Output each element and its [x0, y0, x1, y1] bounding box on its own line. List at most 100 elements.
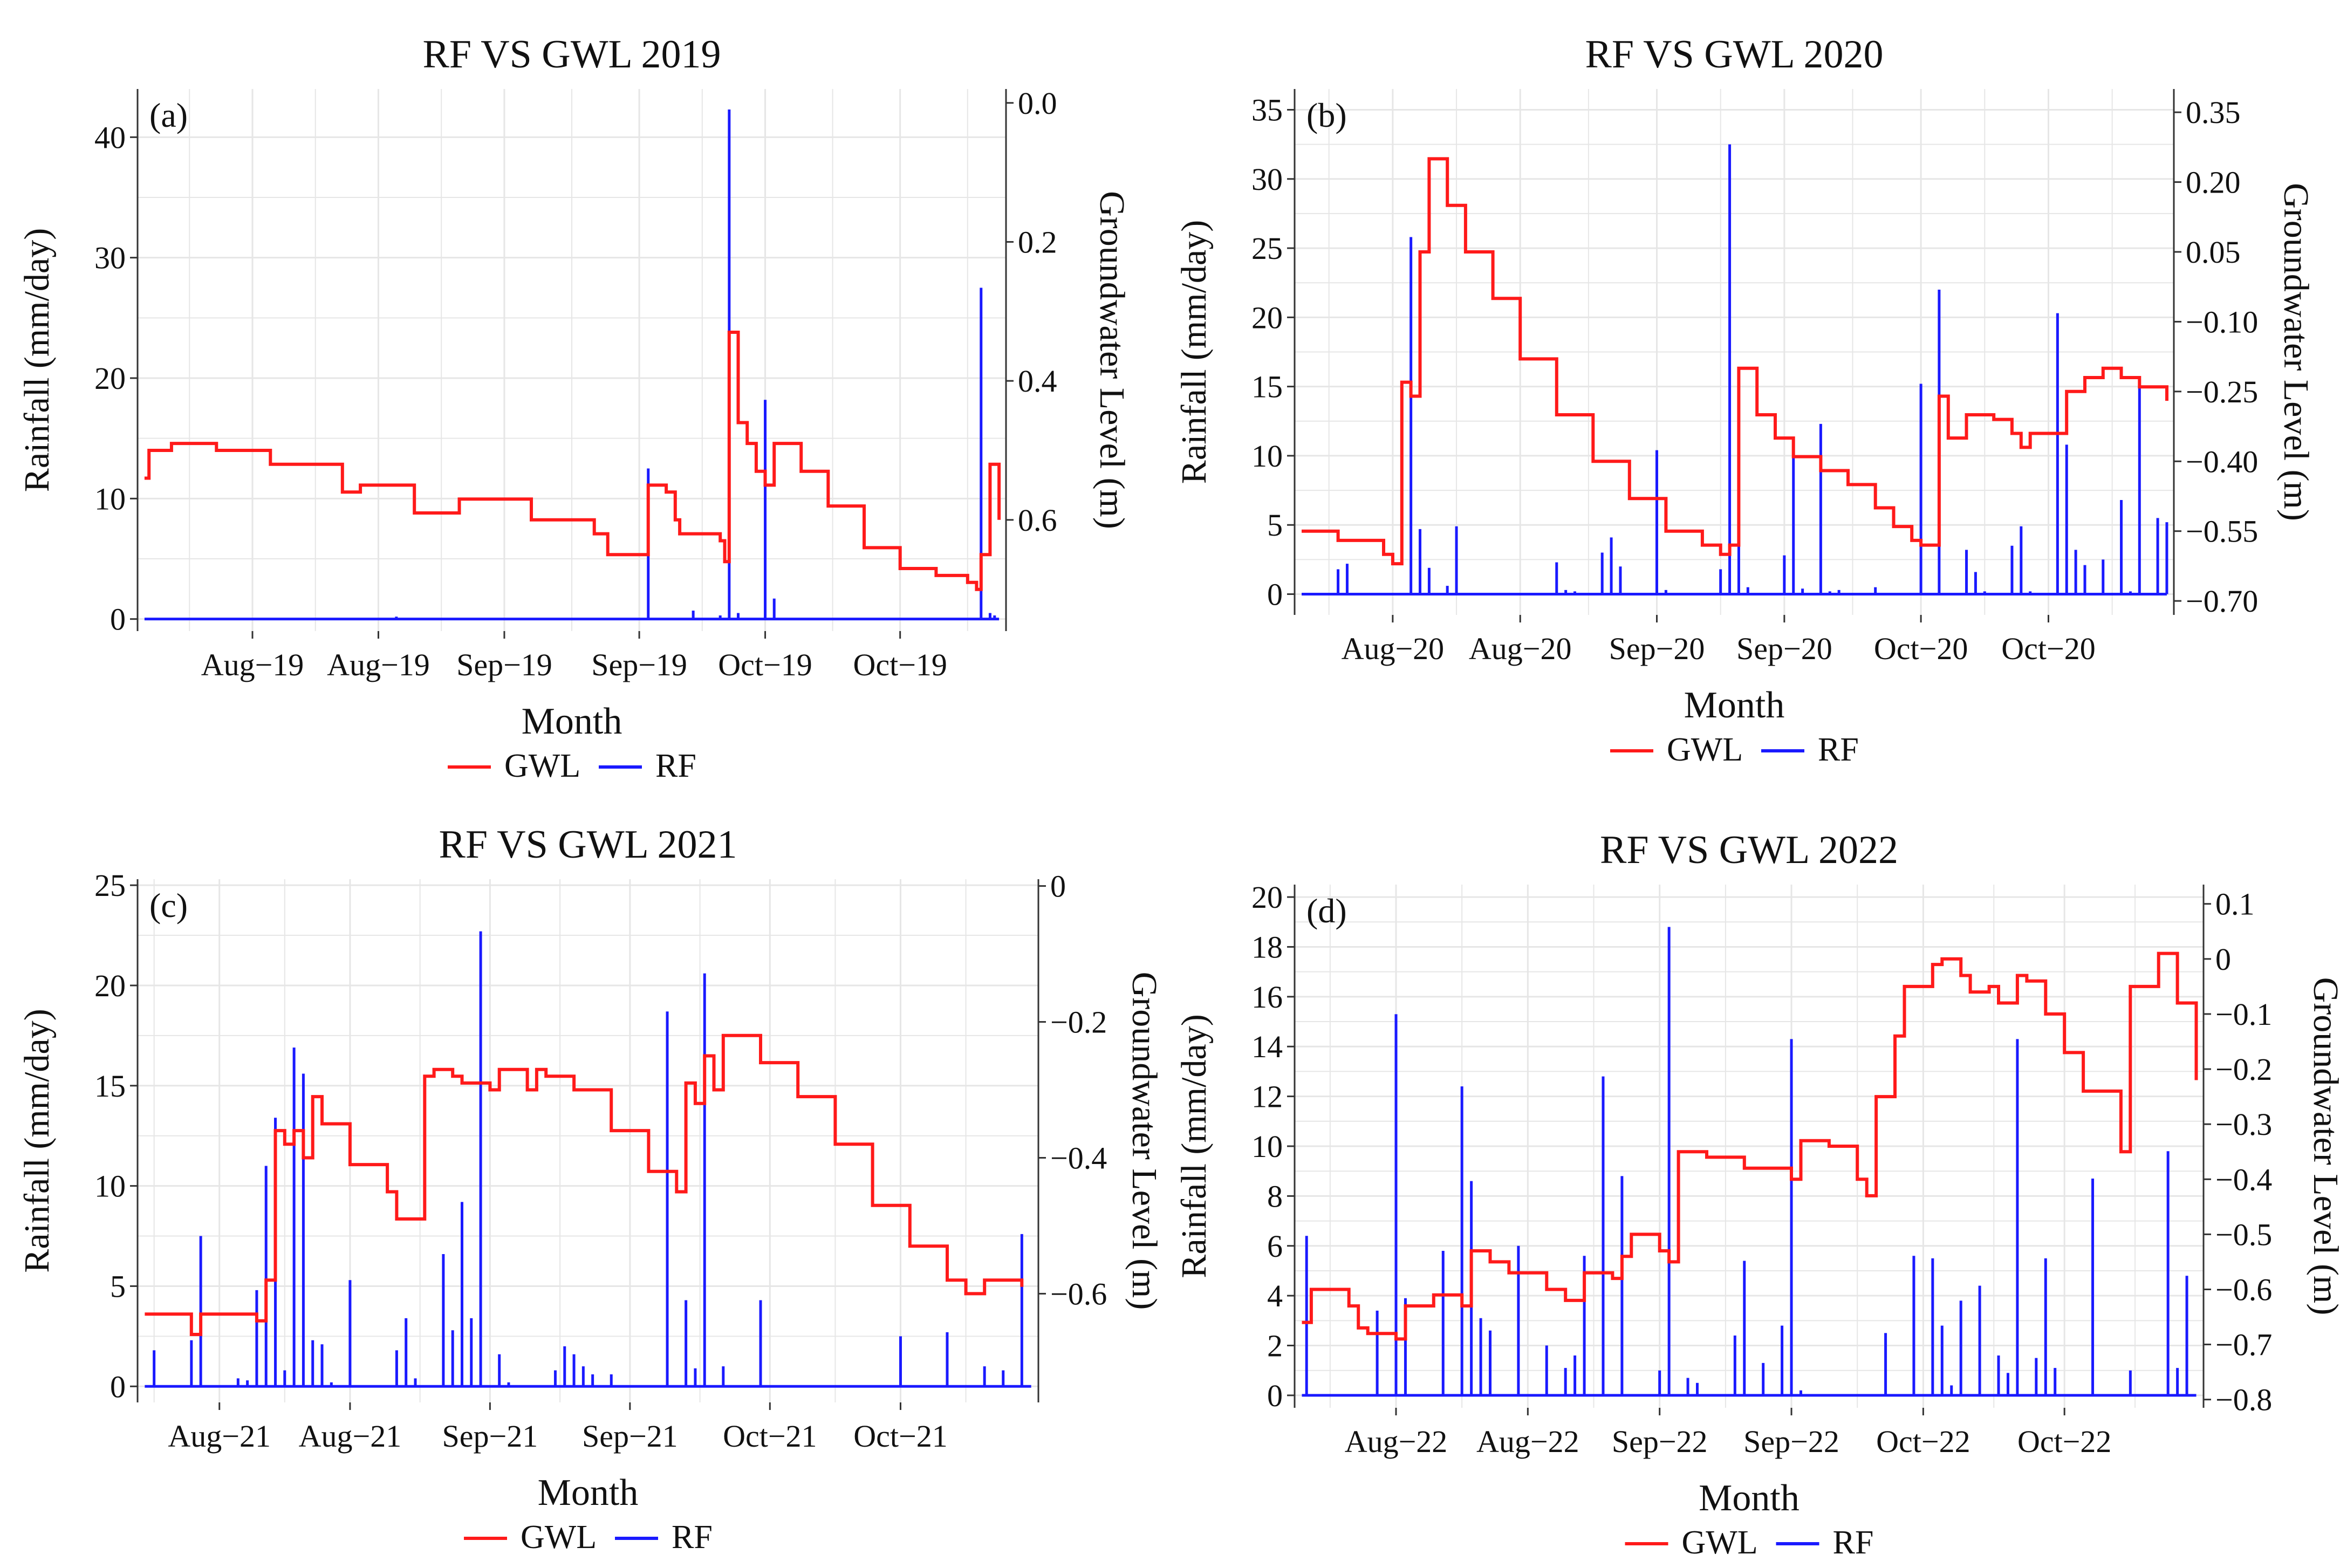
y2-tick-label: −0.25	[2186, 374, 2258, 409]
x-tick-label: Sep−21	[582, 1419, 678, 1454]
gwl-line	[1302, 157, 2168, 566]
y-tick-label: 40	[94, 120, 126, 155]
chart-panel-d: 0 2 4 6 8 10 12 14 16 18 20 0.1 0 −0.1 −0.2 −0.3 −0.4 −0.…	[1174, 828, 2340, 1561]
y2-tick-label: 0.6	[1018, 503, 1057, 538]
chart-title: RF VS GWL 2019	[422, 32, 721, 77]
y2-axis-label: Groundwater Level (m)	[1125, 972, 1164, 1310]
plot-area	[138, 879, 1038, 1402]
y2-tick-label: 0.4	[1018, 364, 1057, 399]
legend-rf-label: RF	[655, 748, 696, 784]
y2-axis-label: Groundwater Level (m)	[2306, 977, 2340, 1316]
x-tick-label: Oct−22	[1876, 1424, 1970, 1459]
x-axis-label: Month	[1699, 1477, 1800, 1519]
y2-tick-label: 0.35	[2186, 95, 2241, 130]
y2-tick-label: 0.0	[1018, 86, 1057, 121]
x-tick-label: Sep−19	[456, 647, 552, 682]
legend-gwl-label: GWL	[521, 1519, 597, 1556]
x-tick-label: Aug−20	[1469, 631, 1572, 666]
y2-tick-label: −0.7	[2215, 1327, 2272, 1362]
y2-tick-label: −0.6	[2215, 1272, 2272, 1307]
y-tick-label: 16	[1251, 980, 1283, 1015]
y-axis-label: Rainfall (mm/day)	[17, 228, 57, 492]
y2-tick-label: −0.6	[1050, 1276, 1107, 1311]
x-tick-label: Sep−20	[1736, 631, 1832, 666]
y2-axis-label: Groundwater Level (m)	[2276, 183, 2316, 521]
x-axis-label: Month	[522, 701, 622, 742]
x-tick-label: Oct−21	[723, 1419, 817, 1454]
legend-rf-label: RF	[672, 1519, 713, 1556]
gwl-line	[145, 1033, 1024, 1336]
x-tick-label: Aug−19	[327, 647, 430, 682]
x-tick-label: Aug−21	[299, 1419, 402, 1454]
x-tick-label: Oct−21	[853, 1419, 947, 1454]
y-tick-label: 25	[1251, 231, 1283, 266]
y2-tick-label: 0.2	[1018, 224, 1057, 259]
y-tick-label: 10	[94, 1169, 126, 1204]
panel-label: (d)	[1306, 892, 1347, 930]
y2-tick-label: −0.4	[1050, 1140, 1107, 1175]
y2-tick-label: 0.1	[2215, 887, 2255, 922]
chart-title: RF VS GWL 2021	[439, 823, 737, 867]
y2-tick-label: 0	[1050, 869, 1066, 904]
y2-tick-label: −0.55	[2186, 514, 2258, 549]
y2-tick-label: −0.3	[2215, 1107, 2272, 1142]
y-tick-label: 5	[110, 1269, 126, 1304]
y-tick-label: 30	[1251, 162, 1283, 197]
y-tick-label: 8	[1267, 1179, 1283, 1214]
y-tick-label: 20	[1251, 300, 1283, 335]
x-tick-label: Sep−22	[1612, 1424, 1708, 1459]
panel-label: (c)	[149, 886, 188, 925]
y-tick-label: 0	[1267, 577, 1283, 612]
y-axis-label: Rainfall (mm/day)	[17, 1009, 57, 1272]
y-tick-label: 12	[1251, 1079, 1283, 1114]
y-tick-label: 0	[1267, 1378, 1283, 1413]
panel-label: (a)	[149, 96, 188, 134]
y-tick-label: 5	[1267, 508, 1283, 543]
y-tick-label: 2	[1267, 1329, 1283, 1364]
chart-panel-a: 0 10 20 30 40 0.0 0.2 0.4 0.6 Aug−19 Aug−19 Sep−19 S…	[17, 32, 1132, 784]
legend-gwl-label: GWL	[1667, 731, 1743, 768]
chart-panel-c: 0 5 10 15 20 25 0 −0.2 −0.4 −0.6 Aug−21 Aug−21 Sep−2…	[17, 823, 1164, 1556]
x-tick-label: Sep−20	[1609, 631, 1705, 666]
x-tick-label: Oct−20	[2001, 631, 2095, 666]
y-tick-label: 15	[94, 1069, 126, 1104]
x-tick-label: Aug−20	[1342, 631, 1445, 666]
y2-tick-label: −0.4	[2215, 1162, 2272, 1197]
x-tick-label: Sep−19	[591, 647, 687, 682]
legend: GWL RF	[464, 1519, 713, 1556]
x-axis-label: Month	[1684, 684, 1785, 726]
legend-rf-label: RF	[1818, 731, 1859, 768]
y-tick-label: 15	[1251, 369, 1283, 405]
y-tick-label: 0	[110, 1369, 126, 1404]
legend-gwl-label: GWL	[504, 748, 580, 784]
x-tick-label: Aug−22	[1476, 1424, 1579, 1459]
y-tick-label: 4	[1267, 1278, 1283, 1313]
y-tick-label: 10	[94, 481, 126, 516]
gwl-line	[1302, 951, 2198, 1341]
y-tick-label: 30	[94, 241, 126, 276]
y2-tick-label: −0.10	[2186, 304, 2258, 339]
y-tick-label: 14	[1251, 1029, 1283, 1064]
legend-rf-label: RF	[1833, 1524, 1874, 1561]
x-tick-label: Oct−22	[2017, 1424, 2111, 1459]
legend: GWL RF	[448, 748, 696, 784]
y2-tick-label: −0.2	[2215, 1052, 2272, 1087]
x-tick-label: Aug−21	[168, 1419, 271, 1454]
y-tick-label: 6	[1267, 1229, 1283, 1264]
x-tick-label: Aug−19	[201, 647, 304, 682]
y2-tick-label: −0.5	[2215, 1217, 2272, 1252]
y2-tick-label: −0.1	[2215, 997, 2272, 1032]
panel-label: (b)	[1306, 96, 1347, 134]
y-tick-label: 25	[94, 868, 126, 903]
x-tick-label: Oct−20	[1874, 631, 1968, 666]
y2-tick-label: 0	[2215, 942, 2231, 977]
y-tick-label: 0	[110, 602, 126, 637]
y2-tick-label: 0.05	[2186, 235, 2241, 270]
y-tick-label: 18	[1251, 929, 1283, 964]
x-tick-label: Oct−19	[853, 647, 947, 682]
legend: GWL RF	[1625, 1524, 1874, 1561]
y2-tick-label: −0.8	[2215, 1382, 2272, 1418]
y2-tick-label: −0.40	[2186, 444, 2258, 479]
y-tick-label: 20	[1251, 880, 1283, 915]
